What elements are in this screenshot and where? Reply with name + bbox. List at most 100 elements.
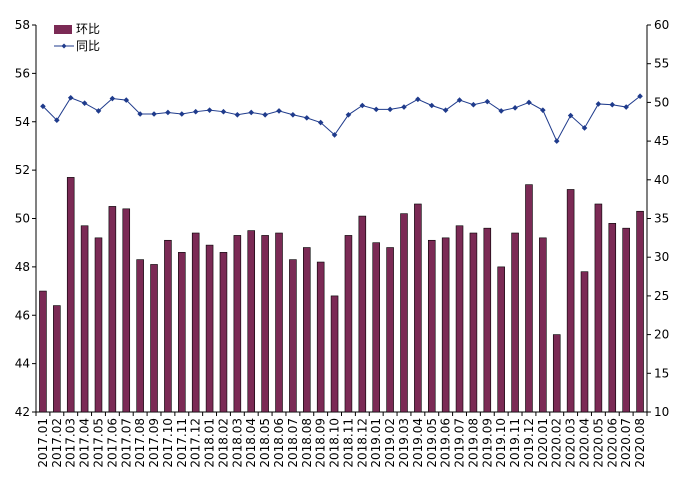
point-2018.05: [262, 111, 268, 118]
right-axis-tick-label: 60: [654, 18, 669, 32]
bar-2019.03: [400, 213, 408, 413]
bar-2017.12: [191, 232, 200, 413]
point-2018.03: [234, 111, 241, 118]
bar-2019.02: [386, 247, 394, 413]
point-2017.02: [54, 117, 60, 123]
point-2020.03: [567, 112, 574, 119]
bar-2019.06: [441, 237, 450, 413]
bar-2020.02: [552, 334, 561, 413]
left-axis-tick-label: 58: [15, 18, 30, 32]
point-2017.08: [137, 111, 143, 117]
x-axis-tick-label: 2019.04: [411, 418, 425, 468]
bar-2018.03: [233, 235, 242, 413]
bar-2017.10: [164, 239, 172, 413]
right-axis-tick-label: 30: [654, 250, 669, 264]
x-axis-tick-label: 2019.02: [383, 418, 397, 468]
x-axis-tick-label: 2020.08: [633, 418, 647, 468]
x-axis-tick-label: 2019.10: [494, 418, 508, 468]
bar-2017.06: [108, 206, 117, 413]
point-2019.08: [470, 101, 477, 108]
x-axis-tick-labels: 2017.01 2017.02 2017.03 2017.04 2017.05 2017.…: [35, 412, 648, 468]
point-2018.06: [276, 108, 282, 114]
x-axis-tick-label: 2018.02: [216, 418, 230, 468]
bar-2017.07: [122, 208, 131, 413]
x-axis-tick-label: 2017.06: [105, 418, 119, 468]
bar-series: [39, 177, 644, 413]
bar-2019.05: [427, 239, 436, 413]
point-2019.01: [373, 106, 380, 113]
x-axis-tick-label: 2017.02: [50, 418, 64, 468]
bar-2019.07: [455, 225, 464, 413]
point-2017.06: [109, 95, 116, 102]
bar-2020.08: [636, 210, 644, 413]
bar-2017.04: [80, 225, 89, 413]
x-axis-tick-label: 2018.07: [286, 418, 300, 468]
bar-2020.04: [580, 271, 589, 413]
left-axis-tick-labels: 42 44 46 48 50 52 54 56 58: [15, 18, 36, 419]
point-2020.04: [581, 125, 588, 131]
legend-swatch-marker: [61, 43, 67, 49]
x-axis-tick-label: 2017.03: [64, 418, 78, 468]
point-2019.11: [512, 105, 518, 111]
point-2017.03: [67, 94, 74, 101]
bar-2019.01: [372, 242, 380, 413]
legend-swatch-bar: [54, 25, 72, 34]
bar-2018.09: [316, 261, 325, 413]
bar-2020.06: [608, 223, 617, 413]
point-2018.10: [331, 132, 338, 138]
x-axis-tick-label: 2020.02: [550, 418, 564, 468]
x-axis-tick-label: 2020.06: [605, 418, 619, 468]
point-2020.01: [540, 107, 546, 113]
bar-2017.02: [53, 305, 61, 413]
left-axis-tick-label: 50: [15, 212, 30, 226]
right-axis-tick-label: 55: [654, 57, 669, 71]
bar-2018.01: [205, 244, 214, 413]
point-2020.08: [637, 93, 643, 100]
point-2020.07: [623, 104, 629, 110]
x-axis-tick-label: 2018.01: [203, 418, 217, 468]
point-2017.01: [40, 103, 46, 110]
x-axis-tick-label: 2017.07: [119, 418, 133, 468]
bar-2019.04: [414, 203, 422, 413]
bar-2018.05: [261, 235, 269, 413]
x-axis-tick-label: 2017.08: [133, 418, 147, 468]
x-axis-tick-label: 2017.10: [161, 418, 175, 468]
point-2017.10: [165, 109, 171, 116]
x-axis-tick-label: 2017.11: [175, 418, 189, 468]
x-axis-tick-label: 2019.08: [466, 418, 480, 468]
point-2017.09: [151, 111, 157, 117]
x-axis-tick-label: 2017.12: [189, 418, 203, 468]
right-axis-tick-label: 50: [654, 95, 669, 109]
line-path: [42, 95, 641, 143]
bar-2017.05: [94, 237, 103, 413]
x-axis-tick-label: 2019.03: [397, 418, 411, 468]
right-axis-tick-label: 35: [654, 212, 669, 226]
right-axis-tick-label: 45: [654, 134, 669, 148]
right-axis-tick-labels: 10 15 20 25 30 35 40 45 50 55 60: [647, 18, 669, 419]
x-axis-tick-label: 2018.08: [300, 418, 314, 468]
x-axis-tick-label: 2018.09: [314, 418, 328, 468]
bar-2018.08: [303, 247, 311, 413]
point-2019.05: [428, 102, 435, 109]
point-2019.12: [526, 99, 532, 106]
right-axis-tick-label: 20: [654, 328, 669, 342]
bar-2018.11: [344, 235, 353, 413]
point-2019.09: [484, 98, 491, 105]
x-axis-tick-label: 2017.05: [91, 418, 105, 468]
point-2019.04: [415, 96, 421, 103]
point-2018.11: [345, 111, 352, 118]
point-2019.03: [401, 104, 407, 110]
x-axis-tick-label: 2020.07: [619, 418, 633, 468]
bar-2019.11: [511, 232, 519, 413]
bar-2020.01: [539, 237, 547, 413]
point-2020.06: [609, 101, 616, 108]
x-axis-tick-label: 2020.04: [578, 418, 592, 468]
line-series: [40, 93, 643, 144]
point-2019.06: [442, 107, 449, 113]
left-axis-tick-label: 56: [15, 66, 30, 80]
bar-2017.08: [136, 259, 144, 413]
point-2017.05: [95, 108, 102, 114]
bar-2019.12: [525, 184, 533, 413]
right-axis-tick-label: 25: [654, 289, 669, 303]
